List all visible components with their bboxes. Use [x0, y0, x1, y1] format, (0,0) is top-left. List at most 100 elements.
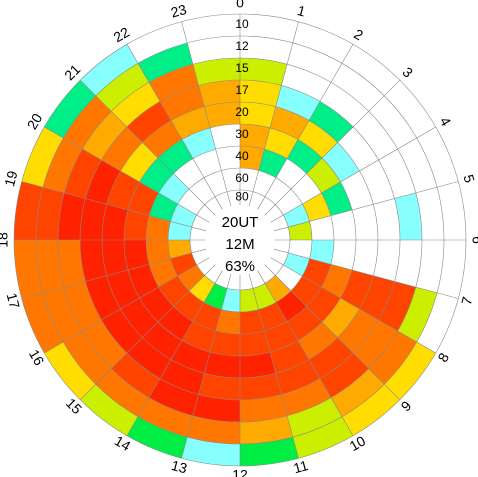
cell-hour-17-ring-80	[190, 240, 207, 253]
ring-label-30: 30	[235, 127, 249, 141]
cell-hour-21-ring-40	[173, 158, 204, 190]
spoke-15	[79, 264, 216, 401]
spoke-4	[270, 126, 436, 223]
cell-hour-19-ring-12	[42, 138, 83, 193]
ring-label-10: 10	[235, 17, 249, 31]
cell-hour-9-ring-15	[320, 353, 369, 398]
spoke-11	[248, 273, 299, 459]
cell-hour-15-ring-15	[82, 320, 127, 369]
cell-hour-0-ring-20	[240, 102, 276, 128]
cell-hour-3-ring-40	[290, 173, 322, 204]
hour-label-8: 8	[434, 350, 452, 365]
cell-hour-11-ring-80	[240, 273, 253, 290]
spoke-21	[79, 79, 216, 216]
cell-hour-0-ring-17	[240, 80, 282, 107]
ring-label-60: 60	[235, 171, 249, 185]
cell-hour-3-ring-17	[337, 126, 379, 171]
cell-hour-19-ring-15	[64, 149, 102, 199]
cell-hour-10-ring-17	[275, 359, 320, 395]
cell-hour-20-ring-20	[120, 142, 158, 182]
cell-hour-8-ring-17	[337, 309, 379, 354]
cell-hour-14-ring-60	[189, 275, 215, 303]
cell-hour-13-ring-30	[182, 321, 216, 353]
spoke-17	[21, 248, 207, 299]
cell-hour-10-ring-10	[292, 416, 353, 459]
cell-hour-23-ring-17	[198, 80, 240, 107]
spoke-23	[181, 21, 232, 207]
spoke-19	[21, 181, 207, 232]
cell-hour-18-ring-15	[58, 192, 86, 240]
cell-hour-1-ring-10	[292, 21, 353, 64]
cell-hour-2-ring-15	[320, 82, 369, 127]
cell-hour-20-ring-12	[63, 95, 112, 149]
cell-hour-20-ring-80	[196, 204, 216, 223]
cell-hour-2-ring-10	[342, 44, 400, 96]
cell-hour-14-ring-17	[126, 337, 171, 379]
cell-hour-3-ring-20	[322, 142, 360, 182]
hour-label-16: 16	[26, 347, 48, 369]
cell-hour-4-ring-15	[378, 149, 416, 199]
cell-hour-21-ring-15	[111, 82, 160, 127]
cell-hour-8-ring-15	[353, 320, 398, 369]
cell-hour-10-ring-12	[287, 397, 342, 438]
cell-hour-17-ring-40	[146, 240, 171, 265]
cell-hour-2-ring-17	[309, 101, 354, 143]
cell-hour-21-ring-10	[80, 44, 138, 96]
cell-hour-15-ring-80	[196, 257, 216, 276]
cell-hour-13-ring-12	[138, 397, 193, 438]
cell-hour-10-ring-20	[270, 340, 309, 374]
ring-label-12: 12	[235, 39, 249, 53]
cell-hour-11-ring-60	[240, 288, 259, 312]
cell-hour-3-ring-15	[353, 111, 398, 160]
spoke-10	[257, 270, 354, 436]
cell-hour-11-ring-15	[240, 394, 288, 422]
spoke-13	[181, 273, 232, 459]
cell-hour-9-ring-30	[287, 306, 323, 341]
cell-hour-14-ring-20	[142, 322, 182, 360]
cell-hour-12-ring-60	[221, 288, 240, 312]
hour-label-17: 17	[4, 291, 24, 310]
cell-hour-23-ring-20	[204, 102, 240, 128]
cell-hour-8-ring-20	[322, 298, 360, 338]
cell-hour-19-ring-10	[21, 127, 64, 188]
cell-hour-10-ring-30	[264, 321, 298, 353]
cell-hour-18-ring-17	[80, 198, 107, 240]
ring-label-80: 80	[235, 190, 249, 204]
ring-label-40: 40	[235, 149, 249, 163]
cells-group	[14, 14, 466, 466]
cell-hour-3-ring-10	[384, 80, 436, 138]
cell-hour-2-ring-20	[298, 120, 338, 158]
cell-hour-22-ring-30	[182, 127, 216, 159]
cell-hour-0-ring-80	[240, 190, 253, 207]
hour-label-9: 9	[398, 397, 415, 414]
ring-label-15: 15	[235, 61, 249, 75]
cell-hour-6-ring-17	[373, 240, 401, 282]
cell-hour-10-ring-80	[249, 270, 265, 289]
cell-hour-9-ring-40	[276, 290, 307, 322]
spoke-14	[126, 270, 223, 436]
cell-hour-12-ring-80	[227, 273, 240, 290]
cell-hour-8-ring-40	[290, 276, 322, 307]
cell-hour-0-ring-15	[240, 58, 288, 86]
hour-label-18: 18	[0, 232, 11, 248]
spoke-9	[264, 264, 401, 401]
cell-hour-17-ring-10	[14, 240, 43, 299]
cell-hour-17-ring-60	[168, 240, 192, 259]
cell-hour-11-ring-12	[240, 415, 293, 444]
cell-hour-18-ring-20	[102, 204, 128, 240]
cell-hour-14-ring-10	[80, 384, 138, 436]
cell-hour-7-ring-12	[397, 287, 438, 342]
hour-label-20: 20	[24, 110, 46, 132]
cell-hour-19-ring-20	[106, 171, 140, 210]
hour-label-7: 7	[458, 295, 476, 307]
cell-hour-3-ring-80	[264, 204, 284, 223]
cell-hour-16-ring-12	[42, 287, 83, 342]
spoke-20	[44, 126, 210, 223]
cell-hour-8-ring-12	[368, 331, 417, 385]
cell-hour-4-ring-30	[321, 182, 353, 216]
spoke-2	[257, 44, 354, 210]
cell-hour-11-ring-30	[240, 330, 271, 356]
hour-label-6: 6	[469, 236, 478, 244]
cell-hour-21-ring-17	[126, 101, 171, 143]
cell-hour-7-ring-10	[416, 292, 459, 353]
